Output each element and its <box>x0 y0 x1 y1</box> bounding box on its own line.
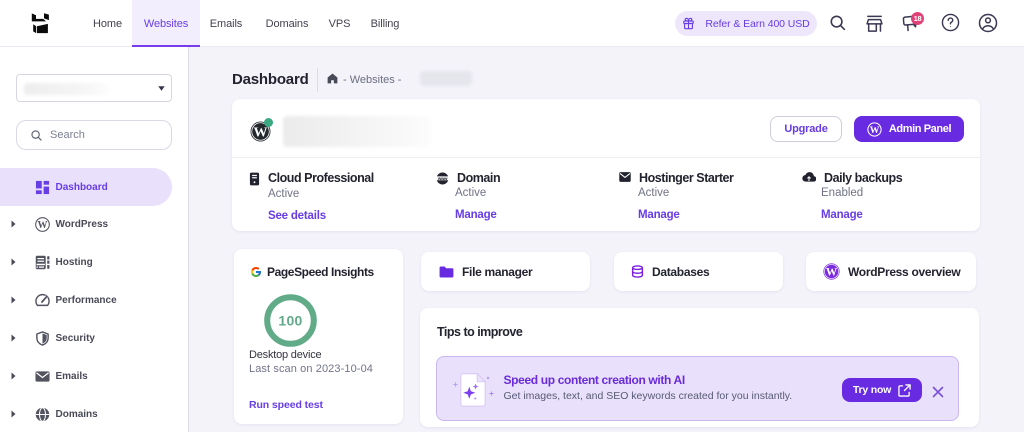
svg-text:100: 100 <box>278 313 302 329</box>
svg-text:W: W <box>38 220 48 231</box>
svg-text:W: W <box>870 124 880 135</box>
svg-text:W: W <box>826 266 838 278</box>
svg-text:www: www <box>437 176 448 181</box>
svg-text:W: W <box>254 125 268 140</box>
